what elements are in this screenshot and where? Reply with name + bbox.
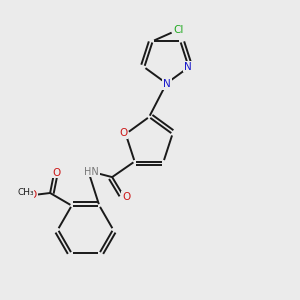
Text: O: O [119, 128, 128, 138]
Text: O: O [29, 190, 37, 200]
Text: CH₃: CH₃ [17, 188, 34, 197]
Text: O: O [52, 168, 61, 178]
Text: Cl: Cl [173, 25, 183, 35]
Text: N: N [163, 79, 171, 89]
Text: N: N [184, 61, 192, 72]
Text: O: O [122, 192, 130, 202]
Text: HN: HN [84, 167, 99, 177]
